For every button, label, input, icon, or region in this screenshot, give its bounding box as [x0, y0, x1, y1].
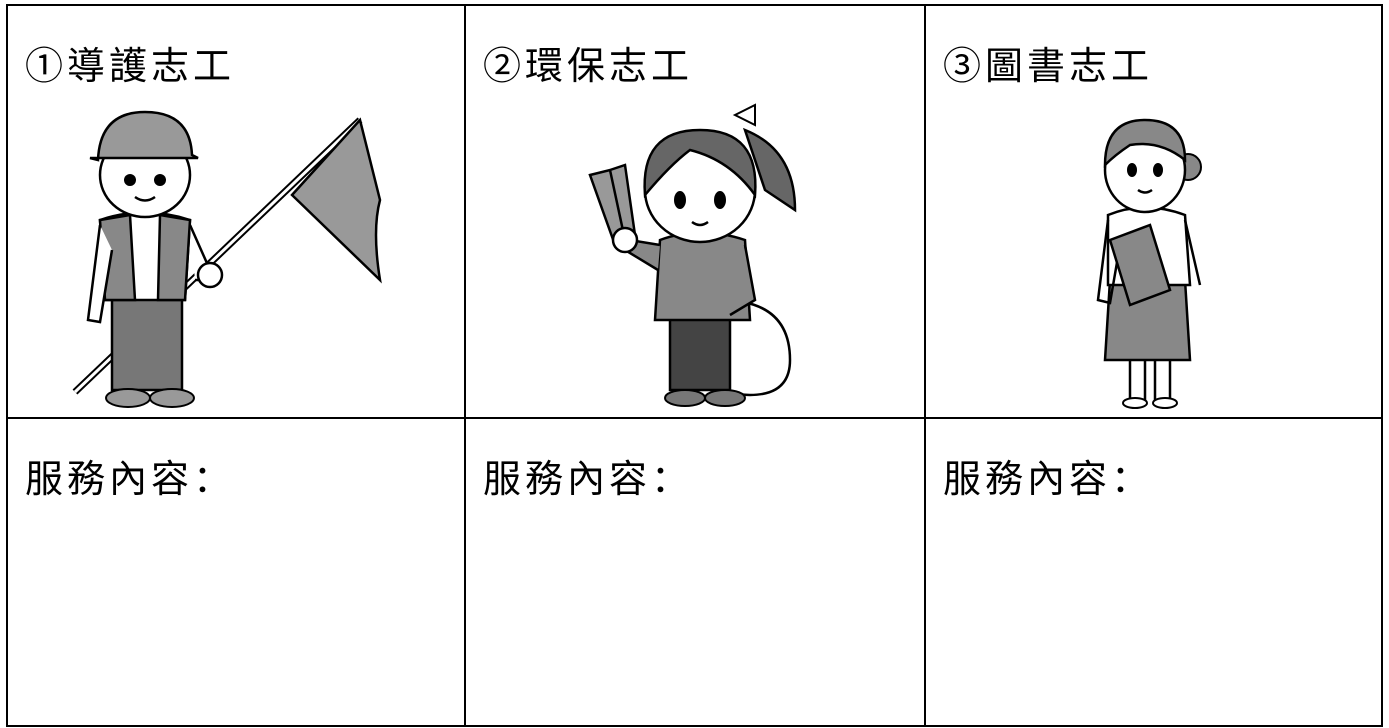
cell-label: 服務內容： — [943, 459, 1154, 501]
library-volunteer-illustration — [1096, 118, 1202, 409]
eco-volunteer-illustration — [588, 103, 797, 407]
body-cell: 服務內容： — [925, 418, 1382, 726]
cell-label: 服務內容： — [25, 459, 236, 501]
header-cell: ①導護志工 — [7, 5, 465, 418]
body-cell: 服務內容： — [7, 418, 465, 726]
header-title: ①導護志工 — [25, 46, 236, 88]
header-title: ②環保志工 — [483, 46, 694, 88]
header-cell: ②環保志工 — [465, 5, 925, 418]
header-title: ③圖書志工 — [943, 46, 1154, 88]
header-cell: ③圖書志工 — [925, 5, 1382, 418]
crossing-guard-illustration — [72, 110, 382, 408]
body-cell: 服務內容： — [465, 418, 925, 726]
cell-label: 服務內容： — [483, 459, 694, 501]
